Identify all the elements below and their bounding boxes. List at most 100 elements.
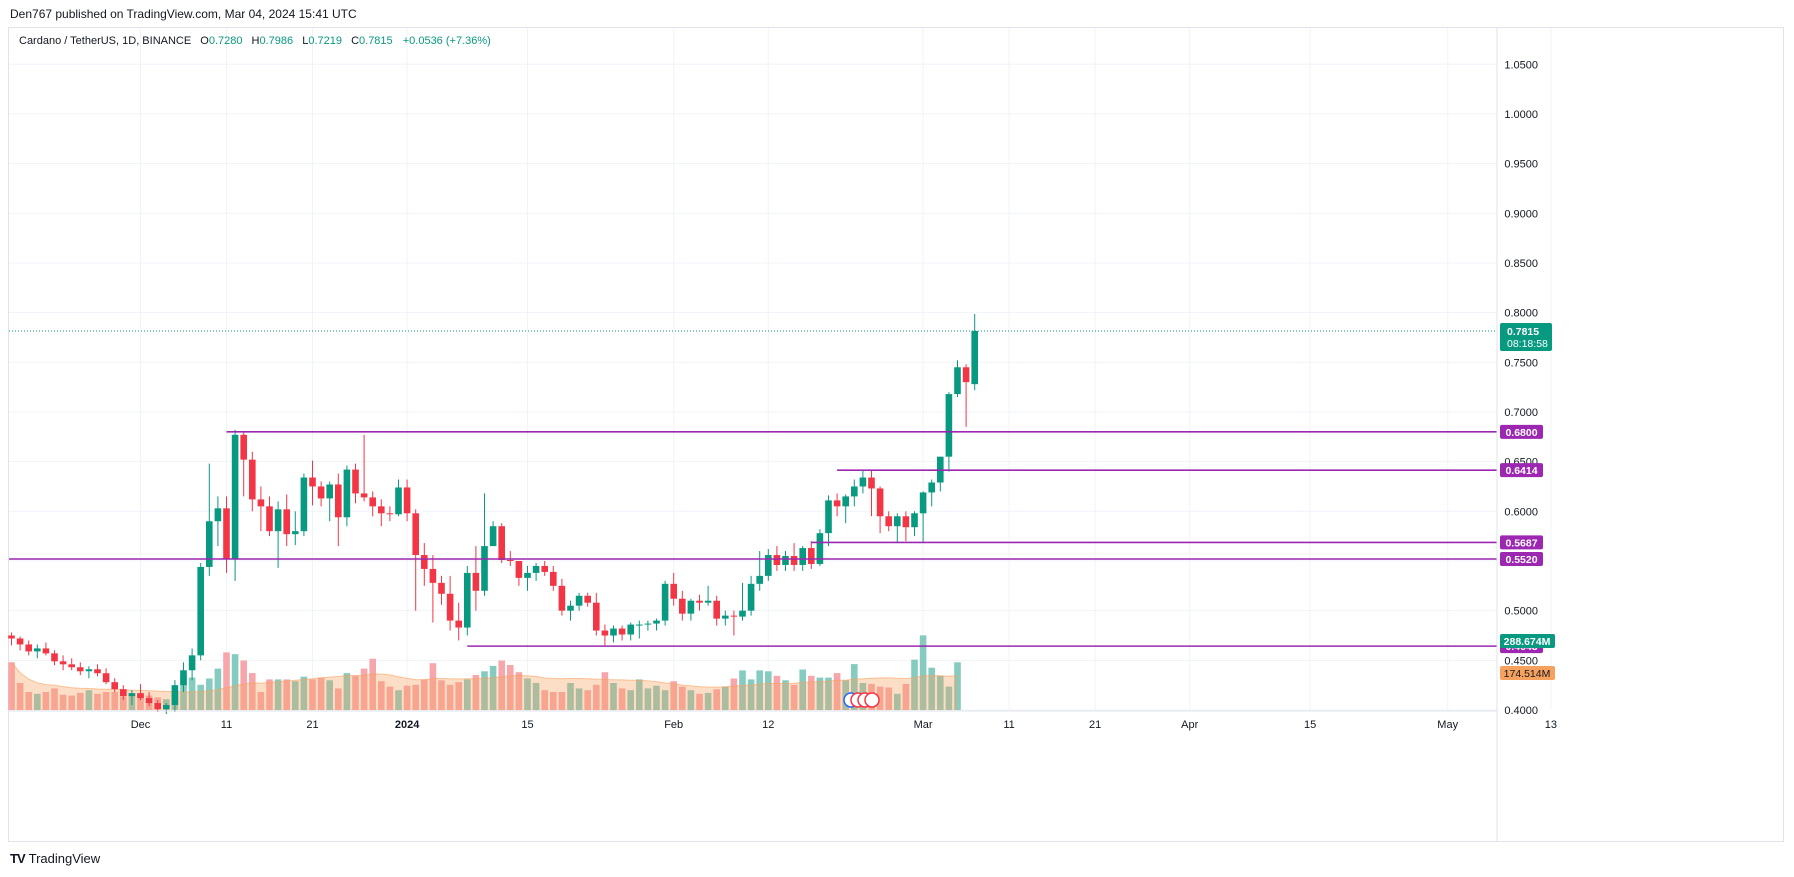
candle-body xyxy=(902,516,910,528)
tradingview-logo-icon[interactable]: TV xyxy=(10,851,26,866)
x-tick-label: 21 xyxy=(306,719,318,731)
y-tick-label: 0.6000 xyxy=(1504,506,1538,518)
x-tick-label: May xyxy=(1437,719,1458,731)
volume-bar xyxy=(438,680,445,710)
x-tick-label: Feb xyxy=(664,719,683,731)
level-tag xyxy=(1500,551,1543,566)
y-tick-label: 0.9000 xyxy=(1504,208,1538,220)
x-tick-label: Apr xyxy=(1181,719,1198,731)
volume-bar xyxy=(670,681,677,710)
volume-bar xyxy=(464,679,471,710)
high-label: H xyxy=(251,35,260,47)
candle-body xyxy=(412,513,419,556)
candle-body xyxy=(722,615,729,619)
close-label: C xyxy=(351,35,360,47)
candle-body xyxy=(352,469,359,494)
candle-body xyxy=(618,628,626,635)
volume-bar xyxy=(489,665,497,710)
level-tag xyxy=(1500,424,1543,439)
level-tag xyxy=(1500,463,1543,478)
volume-bar xyxy=(369,658,376,710)
volume-bar xyxy=(722,686,729,710)
candle-body xyxy=(403,487,411,514)
candle-body xyxy=(369,497,376,507)
candle-body xyxy=(283,509,290,535)
volume-bar xyxy=(403,685,411,710)
candle-body xyxy=(257,499,265,507)
candle-body xyxy=(790,556,798,565)
candle-body xyxy=(94,669,101,674)
volume-bar xyxy=(309,679,316,710)
volume-bar xyxy=(16,683,24,710)
volume-bar xyxy=(816,677,824,710)
candle-body xyxy=(756,575,763,584)
open-value: 0.7280 xyxy=(208,35,243,47)
candle-body xyxy=(971,331,978,385)
candle-body xyxy=(868,477,875,489)
volume-bar xyxy=(541,690,548,710)
volume-bar xyxy=(799,669,806,710)
x-tick-label: Mar xyxy=(914,719,933,731)
candle-body xyxy=(816,533,824,564)
candle-body xyxy=(532,565,540,573)
volume-bar xyxy=(85,690,93,710)
candle-body xyxy=(687,600,695,614)
volume-bar xyxy=(550,692,557,710)
candle-body xyxy=(386,513,394,515)
volume-bar xyxy=(283,679,290,710)
volume-ma-label: 174.514M xyxy=(1504,668,1551,680)
candle-body xyxy=(163,705,170,710)
volume-bar xyxy=(653,685,660,710)
volume-bar xyxy=(378,681,385,710)
candle-body xyxy=(558,585,566,611)
volume-bar xyxy=(790,684,798,710)
x-tick-label: 11 xyxy=(1003,719,1014,731)
volume-bar xyxy=(773,675,781,710)
volume-bar xyxy=(197,684,204,710)
volume-bar xyxy=(51,688,58,710)
volume-bar xyxy=(249,673,256,710)
low-value: 0.7219 xyxy=(308,35,342,47)
candle-body xyxy=(326,484,333,499)
volume-bar xyxy=(825,677,832,710)
y-tick-label: 0.4500 xyxy=(1504,655,1538,667)
volume-bar xyxy=(34,693,41,710)
volume-bar xyxy=(661,690,669,710)
y-tick-label: 1.0500 xyxy=(1504,59,1538,71)
x-tick-label: Dec xyxy=(131,719,151,731)
volume-bar xyxy=(386,686,394,710)
volume-bar xyxy=(928,667,935,710)
candle-body xyxy=(240,434,247,460)
symbol-name: Cardano / TetherUS, 1D, BINANCE xyxy=(19,35,192,47)
y-tick-label: 0.7500 xyxy=(1504,357,1538,369)
change-value: +0.0536 (+7.36%) xyxy=(402,35,491,47)
volume-bar xyxy=(894,693,901,710)
candle-body xyxy=(773,555,781,565)
candle-body xyxy=(180,670,187,686)
volume-bar xyxy=(481,671,488,710)
candle-body xyxy=(765,555,772,576)
volume-bar xyxy=(102,692,110,710)
volume-bar xyxy=(902,683,910,710)
candle-body xyxy=(653,620,660,624)
candle-body xyxy=(429,568,437,583)
x-tick-label: 21 xyxy=(1089,719,1101,731)
volume-bar xyxy=(765,671,772,710)
candle-body xyxy=(309,477,316,487)
candle-body xyxy=(266,506,273,532)
tradingview-brand[interactable]: TradingView xyxy=(28,851,101,866)
candle-body xyxy=(8,635,15,639)
candle-body xyxy=(137,693,144,699)
volume-bar xyxy=(524,678,531,710)
volume-bar xyxy=(610,683,617,710)
candle-body xyxy=(825,500,832,534)
y-tick-label: 0.8500 xyxy=(1504,258,1538,270)
close-value: 0.7815 xyxy=(359,35,393,47)
candle-body xyxy=(300,477,308,532)
candle-body xyxy=(16,638,24,645)
x-tick-label: 12 xyxy=(762,719,774,731)
volume-bar xyxy=(94,693,101,710)
low-label: L xyxy=(302,35,309,47)
candle-body xyxy=(799,548,806,565)
